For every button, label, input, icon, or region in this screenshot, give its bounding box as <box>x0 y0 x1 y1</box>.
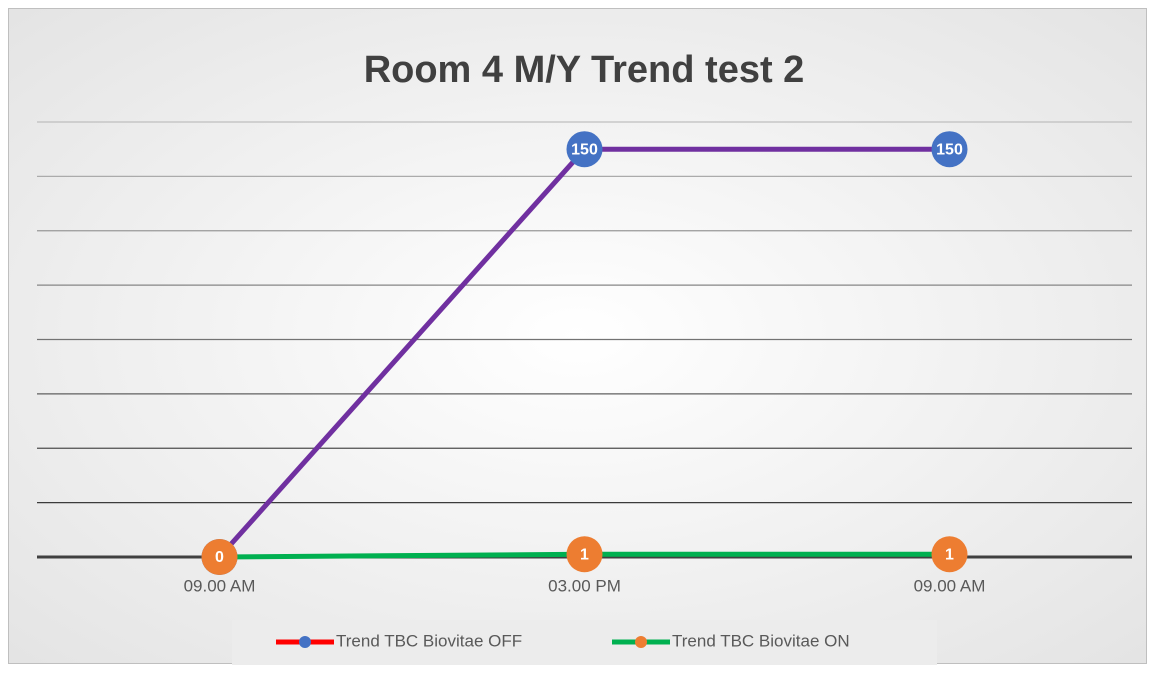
point-marker <box>566 536 603 573</box>
point-marker <box>201 539 238 575</box>
legend-marker <box>635 636 647 648</box>
point-marker <box>931 536 968 573</box>
data-label: 1 <box>945 547 954 564</box>
data-label: 0 <box>215 549 224 566</box>
legend-marker <box>299 636 311 648</box>
data-label: 150 <box>571 141 598 158</box>
legend-label: Trend TBC Biovitae OFF <box>336 631 522 650</box>
legend-box <box>232 620 937 665</box>
x-tick-label: 09.00 AM <box>184 576 256 595</box>
point-marker <box>566 131 603 168</box>
data-label: 150 <box>936 141 963 158</box>
point-marker <box>931 131 968 168</box>
x-tick-label: 09.00 AM <box>914 576 986 595</box>
legend-label: Trend TBC Biovitae ON <box>672 631 850 650</box>
x-tick-label: 03.00 PM <box>548 576 621 595</box>
chart-title: Room 4 M/Y Trend test 2 <box>364 49 805 91</box>
data-label: 1 <box>580 547 589 564</box>
